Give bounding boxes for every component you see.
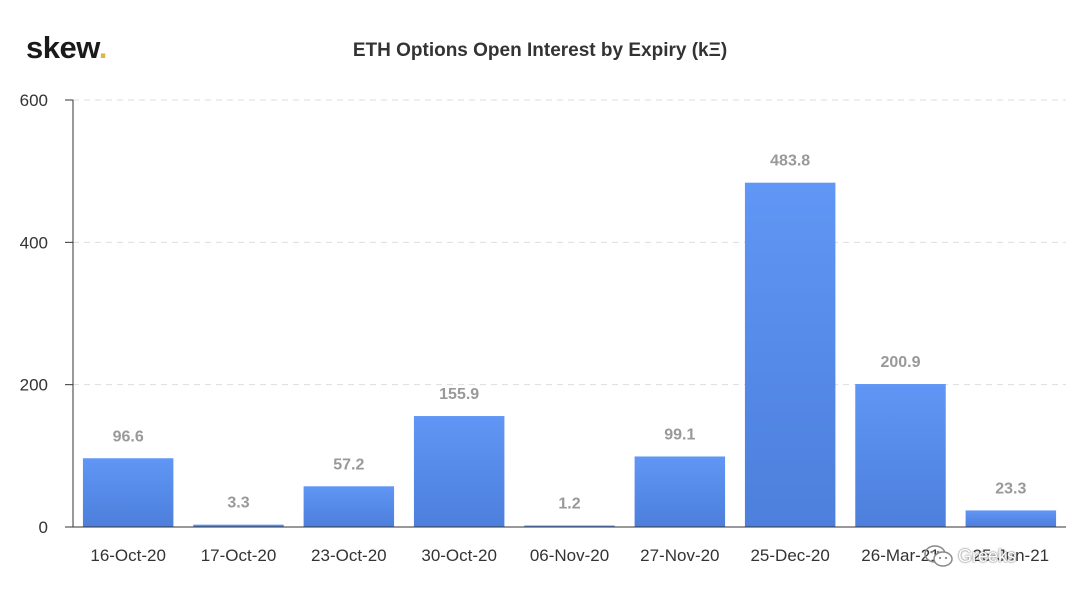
x-tick-label: 16-Oct-20 (90, 546, 166, 565)
y-tick-label: 400 (20, 233, 48, 252)
x-tick-label: 17-Oct-20 (201, 546, 277, 565)
x-tick-label: 26-Mar-21 (861, 546, 939, 565)
watermark: Greeks (924, 544, 1016, 568)
bar-value-label: 1.2 (558, 496, 580, 513)
value-labels: 96.6 3.3 57.2 155.9 1.2 99.1 483.8 200.9 23.3 (113, 153, 1027, 513)
brand-logo: skew. (26, 30, 107, 66)
chart-title: ETH Options Open Interest by Expiry (kΞ) (352, 40, 728, 61)
bar-value-label: 483.8 (770, 153, 810, 170)
y-tick-label: 600 (20, 91, 48, 110)
watermark-text: Greeks (958, 545, 1017, 566)
x-tick-label: 06-Nov-20 (530, 546, 609, 565)
x-axis-ticks: 16-Oct-20 17-Oct-20 23-Oct-20 30-Oct-20 06-N… (90, 546, 1049, 565)
bars (82, 182, 1057, 527)
bar (82, 458, 174, 527)
bar (634, 456, 726, 527)
x-tick-label: 25-Dec-20 (750, 546, 829, 565)
bar-value-label: 200.9 (880, 354, 920, 371)
y-tick-label: 200 (20, 376, 48, 395)
bar (303, 486, 395, 527)
grid-lines (73, 99, 1066, 386)
bar (965, 510, 1057, 527)
x-tick-label: 27-Nov-20 (640, 546, 719, 565)
brand-name: skew (26, 30, 99, 65)
bar-value-label: 23.3 (995, 480, 1026, 497)
bar-value-label: 57.2 (333, 456, 364, 473)
bar (744, 182, 836, 527)
bar (855, 384, 946, 527)
bar-value-label: 96.6 (113, 428, 144, 445)
bar-value-label: 3.3 (227, 495, 249, 512)
bar (413, 416, 505, 527)
brand-dot: . (98, 30, 108, 65)
bar (193, 524, 284, 527)
x-tick-label: 23-Oct-20 (311, 546, 387, 565)
y-axis-ticks: 0 200 400 600 (20, 91, 73, 537)
x-tick-label: 25-Jun-21 (973, 546, 1050, 565)
x-tick-label: 30-Oct-20 (421, 546, 497, 565)
bar-value-label: 155.9 (439, 386, 479, 403)
bar (524, 525, 615, 527)
y-tick-label: 0 (39, 518, 48, 537)
bar-value-label: 99.1 (664, 426, 695, 443)
wechat-icon (924, 545, 953, 567)
